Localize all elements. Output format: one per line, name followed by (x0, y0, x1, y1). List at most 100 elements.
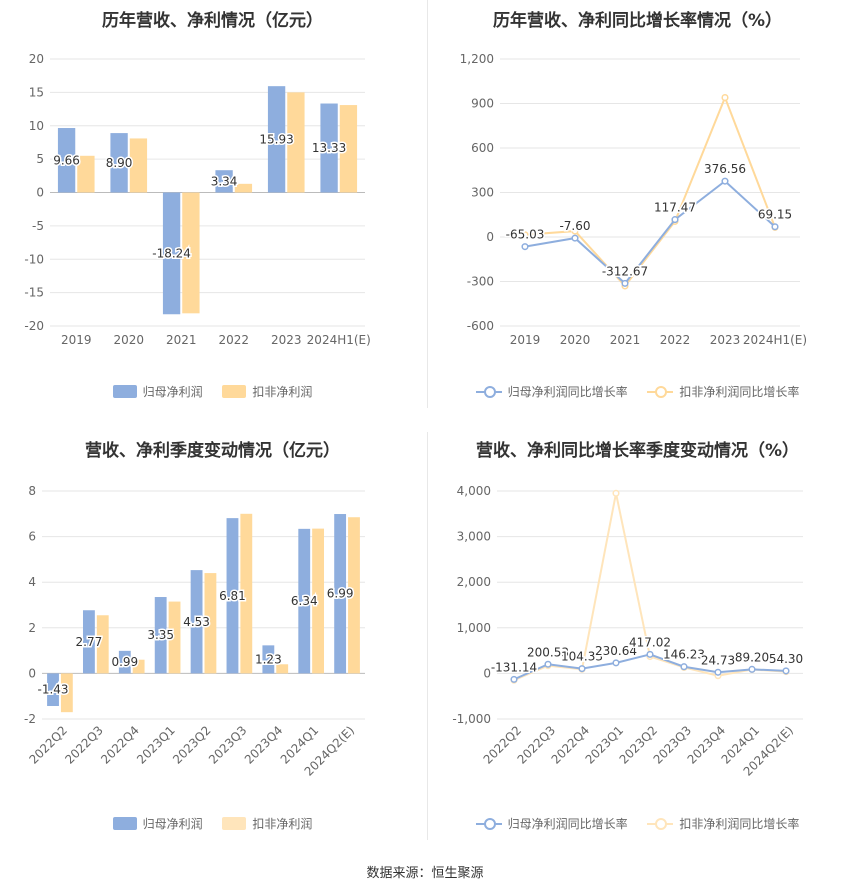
chart-panel-quarterly-profit: 营收、净利季度变动情况（亿元） 8 6 4 2 0 -2 2022Q2 2022Q3 2022Q… (0, 430, 425, 860)
divider (427, 432, 428, 840)
y-tick-label: 15 (29, 85, 44, 99)
legend-label: 扣非净利润 (252, 817, 313, 831)
y-tick-label: 2 (28, 621, 36, 635)
legend-item-series-a[interactable]: 归母净利润 (112, 815, 203, 832)
bar-series-a (226, 518, 239, 674)
y-tick-label: 4 (28, 575, 36, 589)
x-tick-label: 2022 (218, 333, 249, 347)
data-label: -7.60 (559, 219, 590, 233)
x-tick-label: 2023Q2 (170, 723, 214, 767)
point-series-a (680, 663, 688, 671)
bar-series-a (47, 673, 59, 707)
legend-item-series-a[interactable]: 归母净利润 (112, 383, 203, 400)
bar-series-a (334, 514, 347, 674)
line-series-a (524, 179, 776, 285)
x-tick-label: 2022Q2 (26, 723, 70, 767)
data-label: 0.99 (111, 655, 138, 669)
y-tick-label: -1,000 (452, 712, 491, 726)
bar-series-b (234, 183, 253, 193)
x-tick-label: 2023Q1 (134, 723, 178, 767)
bar-series-b (60, 673, 73, 713)
data-label: 24.73 (701, 653, 735, 667)
y-tick-label: 5 (36, 152, 44, 166)
data-label: 3.35 (147, 628, 174, 642)
point-series-a (621, 279, 629, 287)
x-tick-label: 2024H1(E) (743, 333, 807, 347)
data-label: 200.53 (527, 645, 569, 659)
y-tick-label: -600 (467, 319, 494, 333)
data-label: 146.23 (663, 648, 705, 662)
point-series-a (521, 243, 529, 251)
point-series-a (771, 223, 779, 231)
legend-swatch-icon (112, 385, 137, 398)
legend-swatch-icon (222, 817, 247, 830)
x-tick-label: 2020 (560, 333, 591, 347)
data-label: 376.56 (704, 162, 746, 176)
data-label: 3.34 (211, 174, 238, 188)
data-label: 417.02 (629, 635, 671, 649)
chart-legend: 归母净利润 扣非净利润 (0, 815, 425, 832)
legend-label: 扣非净利润同比增长率 (679, 385, 800, 399)
legend-line-marker-icon (475, 817, 502, 830)
bar-series-a (267, 86, 286, 193)
data-label: 54.30 (769, 652, 803, 666)
legend-label: 扣非净利润同比增长率 (679, 817, 800, 831)
chart-legend: 归母净利润同比增长率 扣非净利润同比增长率 (425, 383, 850, 400)
line-series-b (524, 94, 776, 288)
y-tick-label: -15 (24, 286, 44, 300)
legend-item-series-b[interactable]: 扣非净利润 (222, 383, 312, 400)
bar-series-b (240, 513, 253, 674)
point-series-b (612, 489, 620, 497)
x-tick-label: 2021 (610, 333, 641, 347)
chart-panel-annual-growth: 历年营收、净利同比增长率情况（%） 1,200 900 600 300 0 -300 -60… (425, 0, 850, 430)
bar-series-a (298, 528, 311, 674)
x-tick-label: 2023Q4 (242, 723, 286, 767)
y-tick-label: -10 (24, 252, 44, 266)
point-series-a (612, 659, 620, 667)
point-series-b (571, 227, 579, 235)
legend-line-marker-icon (647, 385, 674, 398)
y-tick-label: 0 (486, 230, 494, 244)
legend-item-series-b[interactable]: 扣非净利润 (222, 815, 312, 832)
data-label: 2.77 (76, 635, 103, 649)
point-series-a (510, 675, 518, 683)
legend-label: 扣非净利润 (252, 385, 313, 399)
data-label: 6.34 (291, 594, 318, 608)
x-tick-label: 2022 (660, 333, 691, 347)
bar-series-b (168, 601, 181, 674)
legend-swatch-icon (112, 817, 137, 830)
chart-panel-quarterly-growth: 营收、净利同比增长率季度变动情况（%） 4,000 3,000 2,000 1,000… (425, 430, 850, 860)
bar-series-b (276, 664, 289, 674)
point-series-a (646, 650, 654, 658)
legend-item-series-b[interactable]: 扣非净利润同比增长率 (647, 383, 799, 400)
data-label: 1.23 (255, 652, 282, 666)
bar-series-b (132, 659, 145, 674)
bar-series-a (57, 128, 76, 193)
bar-series-a (110, 133, 128, 193)
y-tick-label: 8 (28, 484, 36, 498)
data-label: 4.53 (183, 615, 210, 629)
y-tick-label: 2,000 (457, 575, 491, 589)
y-tick-label: 4,000 (457, 484, 491, 498)
y-tick-label: 0 (28, 666, 36, 680)
bar-series-a (118, 650, 131, 674)
data-label: -131.14 (491, 660, 537, 674)
bar-series-b (182, 192, 200, 314)
annual-profit-bar-chart: 20 15 10 5 0 -5 -10 -15 -20 2019 2020 2021 2022 2023 2… (24, 52, 370, 347)
legend-item-series-a[interactable]: 归母净利润同比增长率 (475, 815, 628, 832)
y-tick-label: 6 (28, 530, 36, 544)
point-series-a (671, 216, 679, 224)
y-tick-label: 20 (29, 52, 44, 66)
y-tick-label: -300 (467, 275, 494, 289)
y-tick-label: -2 (24, 712, 36, 726)
bar-series-a (82, 610, 95, 674)
y-tick-label: 300 (471, 186, 494, 200)
data-label: 69.15 (758, 208, 792, 222)
data-source-note: 数据来源：恒生聚源 (366, 866, 484, 881)
legend-item-series-b[interactable]: 扣非净利润同比增长率 (647, 815, 799, 832)
legend-item-series-a[interactable]: 归母净利润同比增长率 (475, 383, 628, 400)
legend-line-marker-icon (475, 385, 502, 398)
chart-legend: 归母净利润 扣非净利润 (0, 383, 425, 400)
point-series-a (748, 665, 756, 673)
legend-label: 归母净利润 (142, 385, 203, 399)
